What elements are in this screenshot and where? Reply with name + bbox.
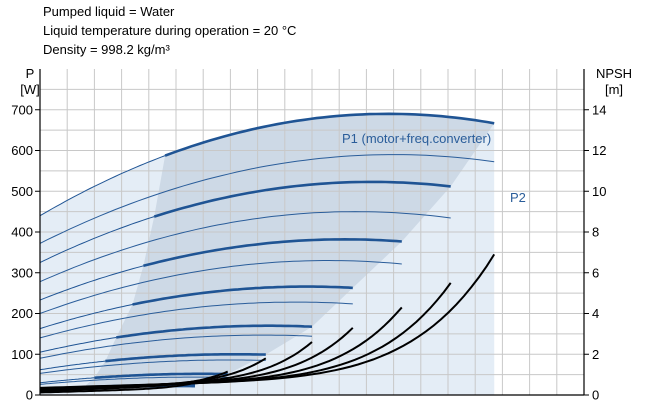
left-tick-label: 700 [11, 102, 33, 117]
p2-curve [39, 260, 402, 314]
p2-curve [39, 154, 495, 244]
left-tick-label: 400 [11, 225, 33, 240]
p1-curve-extended [39, 155, 166, 217]
right-tick-label: 14 [592, 102, 606, 117]
npsh-series [39, 253, 496, 394]
right-tick-label: 2 [592, 347, 599, 362]
left-tick-label: 200 [11, 306, 33, 321]
left-tick-label: 500 [11, 184, 33, 199]
p1-curve-extended [39, 360, 106, 371]
p2-curve [39, 211, 451, 283]
left-tick-label: 300 [11, 265, 33, 280]
p1-series [39, 112, 495, 391]
right-axis-ticks: 0 2 4 6 8 10 12 14 [584, 102, 606, 403]
right-tick-label: 4 [592, 306, 599, 321]
p2-curve [39, 359, 266, 374]
p1-curve [132, 285, 353, 306]
p1-curve [164, 112, 495, 157]
p1-curve-extended [39, 337, 117, 353]
right-tick-label: 6 [592, 265, 599, 280]
p2-curve [39, 376, 228, 385]
p2-curve [39, 334, 313, 359]
p1-curve-extended [39, 265, 144, 301]
p1-curve-extended [39, 216, 155, 264]
p1-curve [143, 237, 402, 268]
y-right-label-line1: NPSH [596, 66, 632, 81]
npsh-curve [39, 381, 196, 394]
right-tick-label: 8 [592, 225, 599, 240]
p1-curve [94, 372, 228, 380]
p1-label: P1 (motor+freq.converter) [342, 131, 491, 146]
npsh-curve [39, 357, 267, 391]
npsh-curve [39, 370, 229, 393]
info-liquid-temperature: Liquid temperature during operation = 20… [43, 23, 297, 38]
p1-curve [116, 324, 313, 339]
p1-curve [153, 180, 451, 218]
info-density: Density = 998.2 kg/m³ [43, 42, 170, 57]
left-tick-label: 600 [11, 143, 33, 158]
y-left-label-line2: [W] [20, 82, 40, 97]
y-left-label-line1: P [26, 66, 35, 81]
p1-curve-extended [39, 377, 95, 384]
grid [40, 69, 584, 395]
p1-curve-extended [39, 304, 133, 330]
p2-label: P2 [510, 190, 526, 205]
right-tick-label: 10 [592, 184, 606, 199]
info-pumped-liquid: Pumped liquid = Water [43, 4, 175, 19]
left-tick-label: 100 [11, 347, 33, 362]
right-tick-label: 12 [592, 143, 606, 158]
left-tick-label: 0 [26, 388, 33, 403]
y-right-label-line2: [m] [605, 82, 623, 97]
p1-curve [105, 353, 266, 363]
p2-curve [39, 301, 353, 339]
right-tick-label: 0 [592, 388, 599, 403]
left-axis-ticks: 0 100 200 300 400 500 600 700 [11, 102, 40, 403]
